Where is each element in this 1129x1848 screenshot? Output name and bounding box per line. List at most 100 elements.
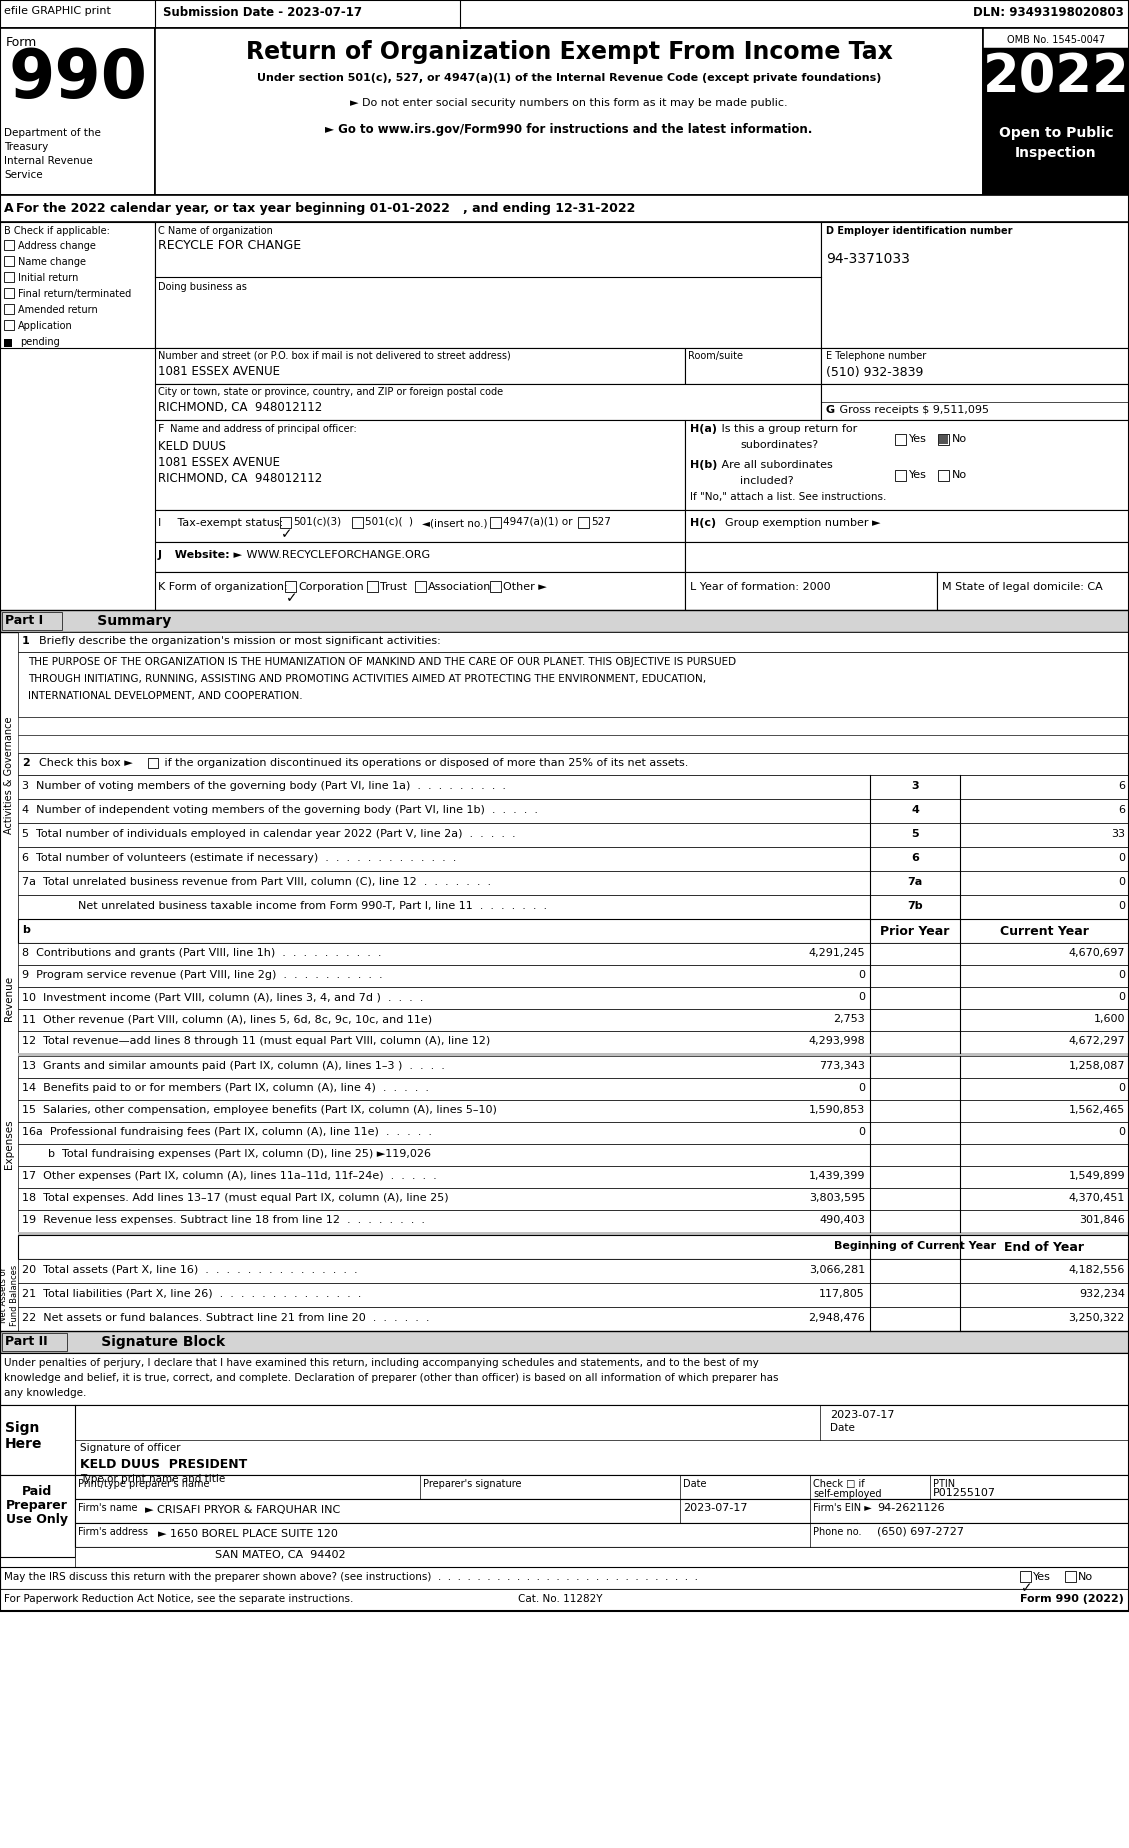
Text: THE PURPOSE OF THE ORGANIZATION IS THE HUMANIZATION OF MANKIND AND THE CARE OF O: THE PURPOSE OF THE ORGANIZATION IS THE H… xyxy=(28,658,736,667)
Text: Part II: Part II xyxy=(5,1334,47,1347)
Text: 33: 33 xyxy=(1111,830,1124,839)
Text: THROUGH INITIATING, RUNNING, ASSISTING AND PROMOTING ACTIVITIES AIMED AT PROTECT: THROUGH INITIATING, RUNNING, ASSISTING A… xyxy=(28,675,706,684)
Text: 0: 0 xyxy=(1118,970,1124,979)
Text: A: A xyxy=(5,201,14,214)
Text: 1,549,899: 1,549,899 xyxy=(1068,1172,1124,1181)
Text: 10  Investment income (Part VIII, column (A), lines 3, 4, and 7d )  .  .  .  .: 10 Investment income (Part VIII, column … xyxy=(21,992,423,1002)
Text: No: No xyxy=(952,469,968,480)
Bar xyxy=(367,580,378,591)
Text: 0: 0 xyxy=(1118,854,1124,863)
Text: I: I xyxy=(158,517,161,529)
Text: 2,753: 2,753 xyxy=(833,1015,865,1024)
Text: 490,403: 490,403 xyxy=(820,1214,865,1225)
Bar xyxy=(18,1055,1129,1077)
Text: 4,670,697: 4,670,697 xyxy=(1068,948,1124,957)
Text: 17  Other expenses (Part IX, column (A), lines 11a–11d, 11f–24e)  .  .  .  .  .: 17 Other expenses (Part IX, column (A), … xyxy=(21,1172,437,1181)
Text: H(b): H(b) xyxy=(690,460,717,469)
Text: ► 1650 BOREL PLACE SUITE 120: ► 1650 BOREL PLACE SUITE 120 xyxy=(158,1528,338,1539)
Text: Check this box ►: Check this box ► xyxy=(32,758,133,769)
Bar xyxy=(5,272,14,283)
Text: 3  Number of voting members of the governing body (Part VI, line 1a)  .  .  .  .: 3 Number of voting members of the govern… xyxy=(21,782,506,791)
Bar xyxy=(155,573,685,610)
Text: 7a  Total unrelated business revenue from Part VIII, column (C), line 12  .  .  : 7a Total unrelated business revenue from… xyxy=(21,878,491,887)
Text: INTERNATIONAL DEVELOPMENT, AND COOPERATION.: INTERNATIONAL DEVELOPMENT, AND COOPERATI… xyxy=(28,691,303,700)
Text: 7a: 7a xyxy=(908,878,922,887)
Bar xyxy=(821,384,1129,419)
Text: Beginning of Current Year: Beginning of Current Year xyxy=(834,1242,996,1251)
Text: Department of the: Department of the xyxy=(5,128,100,139)
Text: Gross receipts $ 9,511,095: Gross receipts $ 9,511,095 xyxy=(835,405,989,416)
Bar xyxy=(490,517,501,529)
Bar xyxy=(18,1100,1129,1122)
Text: Other ►: Other ► xyxy=(504,582,546,591)
Text: (510) 932-3839: (510) 932-3839 xyxy=(826,366,924,379)
Bar xyxy=(5,288,14,298)
Bar xyxy=(983,48,1129,118)
Bar xyxy=(937,573,1129,610)
Text: efile GRAPHIC print: efile GRAPHIC print xyxy=(5,6,111,17)
Text: Final return/terminated: Final return/terminated xyxy=(18,288,131,299)
Text: 501(c)(  ): 501(c)( ) xyxy=(365,517,413,527)
Text: Internal Revenue: Internal Revenue xyxy=(5,155,93,166)
Text: 94-3371033: 94-3371033 xyxy=(826,251,910,266)
Text: 94-2621126: 94-2621126 xyxy=(877,1502,945,1514)
Text: 16a  Professional fundraising fees (Part IX, column (A), line 11e)  .  .  .  .  : 16a Professional fundraising fees (Part … xyxy=(21,1127,432,1137)
Bar xyxy=(18,736,1129,752)
Text: Prior Year: Prior Year xyxy=(881,926,949,939)
Text: 21  Total liabilities (Part X, line 26)  .  .  .  .  .  .  .  .  .  .  .  .  .  : 21 Total liabilities (Part X, line 26) .… xyxy=(21,1290,361,1299)
Text: 9  Program service revenue (Part VIII, line 2g)  .  .  .  .  .  .  .  .  .  .: 9 Program service revenue (Part VIII, li… xyxy=(21,970,383,979)
Text: Amended return: Amended return xyxy=(18,305,98,314)
Bar xyxy=(155,419,685,510)
Text: C Name of organization: C Name of organization xyxy=(158,225,273,237)
Text: Return of Organization Exempt From Income Tax: Return of Organization Exempt From Incom… xyxy=(246,41,892,65)
Bar xyxy=(0,1404,1129,1475)
Bar xyxy=(1019,1571,1031,1582)
Bar xyxy=(18,774,1129,798)
Text: ► Go to www.irs.gov/Form990 for instructions and the latest information.: ► Go to www.irs.gov/Form990 for instruct… xyxy=(325,124,813,137)
Bar xyxy=(18,1210,1129,1233)
Text: any knowledge.: any knowledge. xyxy=(5,1388,87,1397)
Bar xyxy=(18,1233,1129,1234)
Text: knowledge and belief, it is true, correct, and complete. Declaration of preparer: knowledge and belief, it is true, correc… xyxy=(5,1373,779,1382)
Bar xyxy=(280,517,291,529)
Bar xyxy=(18,1144,1129,1166)
Text: 8  Contributions and grants (Part VIII, line 1h)  .  .  .  .  .  .  .  .  .  .: 8 Contributions and grants (Part VIII, l… xyxy=(21,948,382,957)
Bar xyxy=(938,469,949,480)
Bar xyxy=(983,118,1129,196)
Bar xyxy=(75,1499,1129,1523)
Text: Corporation: Corporation xyxy=(298,582,364,591)
Text: 2: 2 xyxy=(21,758,29,769)
Text: If "No," attach a list. See instructions.: If "No," attach a list. See instructions… xyxy=(690,492,886,503)
Text: Under section 501(c), 527, or 4947(a)(1) of the Internal Revenue Code (except pr: Under section 501(c), 527, or 4947(a)(1)… xyxy=(256,74,882,83)
Bar xyxy=(0,28,155,196)
Text: 5: 5 xyxy=(911,830,919,839)
Bar xyxy=(18,987,1129,1009)
Bar xyxy=(0,0,1129,1611)
Bar xyxy=(18,918,1129,942)
Text: Under penalties of perjury, I declare that I have examined this return, includin: Under penalties of perjury, I declare th… xyxy=(5,1358,759,1368)
Text: ✓: ✓ xyxy=(1021,1582,1033,1595)
Text: H(c): H(c) xyxy=(690,517,716,529)
Text: Net Assets or
Fund Balances: Net Assets or Fund Balances xyxy=(0,1264,19,1325)
Text: PTIN: PTIN xyxy=(933,1478,955,1489)
Text: 3,803,595: 3,803,595 xyxy=(808,1194,865,1203)
Text: D Employer identification number: D Employer identification number xyxy=(826,225,1013,237)
Text: WWW.RECYCLEFORCHANGE.ORG: WWW.RECYCLEFORCHANGE.ORG xyxy=(243,551,430,560)
Bar xyxy=(18,1188,1129,1210)
Text: Group exemption number ►: Group exemption number ► xyxy=(718,517,881,529)
Bar xyxy=(18,1258,1129,1283)
Bar xyxy=(685,573,937,610)
Text: 6: 6 xyxy=(911,854,919,863)
Text: 3,250,322: 3,250,322 xyxy=(1069,1312,1124,1323)
Text: 990: 990 xyxy=(8,46,147,113)
Text: Phone no.: Phone no. xyxy=(813,1526,861,1538)
Bar xyxy=(75,1475,1129,1499)
Text: 6  Total number of volunteers (estimate if necessary)  .  .  .  .  .  .  .  .  .: 6 Total number of volunteers (estimate i… xyxy=(21,854,456,863)
Text: Part I: Part I xyxy=(5,614,43,626)
Text: b  Total fundraising expenses (Part IX, column (D), line 25) ►119,026: b Total fundraising expenses (Part IX, c… xyxy=(49,1149,431,1159)
Bar xyxy=(18,846,1129,870)
Bar xyxy=(685,347,821,384)
Text: 14  Benefits paid to or for members (Part IX, column (A), line 4)  .  .  .  .  .: 14 Benefits paid to or for members (Part… xyxy=(21,1083,429,1092)
Bar xyxy=(0,1589,1129,1611)
Text: Service: Service xyxy=(5,170,43,179)
